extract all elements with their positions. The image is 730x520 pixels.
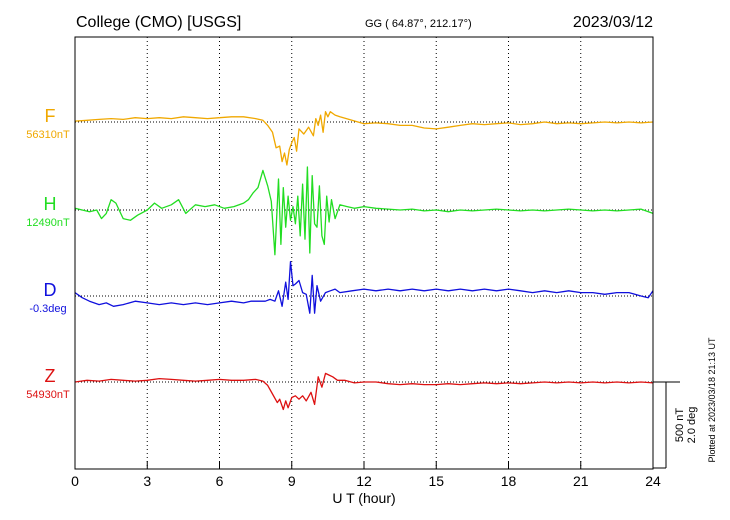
series-baseline-z: 54930nT xyxy=(26,389,70,401)
series-baseline-h: 12490nT xyxy=(26,217,70,229)
scale-nT-label: 500 nT xyxy=(674,408,686,443)
x-tick-label: 0 xyxy=(71,473,79,489)
scale-deg-label: 2.0 deg xyxy=(686,407,698,444)
coordinates: GG ( 64.87°, 212.17°) xyxy=(365,18,472,30)
series-name-z: Z xyxy=(45,366,56,386)
x-tick-label: 24 xyxy=(645,473,661,489)
series-line-z xyxy=(74,372,654,411)
series-labels: F 56310nT H 12490nT D -0.3deg Z 54930nT xyxy=(26,106,70,401)
x-tick-label: 21 xyxy=(573,473,589,489)
vertical-grid xyxy=(146,37,582,469)
x-tick-label: 15 xyxy=(428,473,444,489)
x-axis-ticks: 0 3 6 9 12 15 18 21 24 xyxy=(71,461,661,489)
x-tick-label: 12 xyxy=(356,473,372,489)
series-baseline-d: -0.3deg xyxy=(29,303,66,315)
series-name-f: F xyxy=(45,106,56,126)
x-tick-label: 18 xyxy=(501,473,517,489)
x-tick-label: 9 xyxy=(288,473,296,489)
series-baseline-f: 56310nT xyxy=(26,129,70,141)
series-line-h xyxy=(74,166,654,256)
x-tick-label: 6 xyxy=(216,473,224,489)
station-title: College (CMO) [USGS] xyxy=(76,14,241,31)
plotted-timestamp: Plotted at 2023/03/18 21:13 UT xyxy=(707,337,717,463)
date: 2023/03/12 xyxy=(573,14,653,31)
x-tick-label: 3 xyxy=(143,473,151,489)
series-line-d xyxy=(74,260,654,314)
series-name-h: H xyxy=(44,194,57,214)
series-name-d: D xyxy=(44,280,57,300)
series-line-f xyxy=(74,111,654,166)
traces xyxy=(74,111,654,411)
x-axis-label: U T (hour) xyxy=(332,490,395,506)
